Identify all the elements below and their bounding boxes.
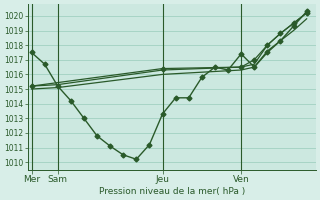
X-axis label: Pression niveau de la mer( hPa ): Pression niveau de la mer( hPa )	[99, 187, 245, 196]
